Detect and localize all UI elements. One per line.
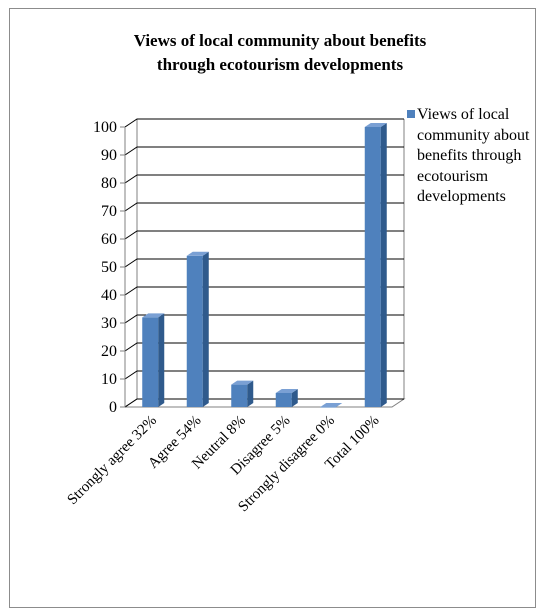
bar: [142, 313, 165, 407]
y-tick-label: 60: [101, 231, 117, 248]
y-tick-label: 90: [101, 147, 117, 164]
bar-top: [186, 251, 209, 256]
bar-front: [186, 255, 203, 407]
bar-top: [231, 380, 254, 385]
gridlines: [123, 118, 406, 408]
bars: [142, 123, 387, 408]
bar-front: [364, 127, 381, 407]
gridline: [124, 258, 404, 268]
y-tick-label: 100: [93, 119, 117, 136]
gridline: [124, 286, 404, 296]
y-tick-label: 50: [101, 259, 117, 276]
y-tick-label: 20: [101, 343, 117, 360]
bar-front: [275, 393, 292, 407]
gridline: [124, 314, 404, 324]
bar: [364, 123, 387, 407]
bar: [186, 251, 209, 407]
bar-front: [142, 317, 159, 407]
bar-front: [320, 407, 337, 408]
legend-swatch: [407, 110, 415, 118]
bar-side: [158, 313, 165, 407]
y-tick-label: 80: [101, 175, 117, 192]
y-tick-label: 10: [101, 371, 117, 388]
bar: [231, 380, 254, 407]
y-tick-label: 0: [109, 399, 117, 416]
bar-top: [364, 123, 387, 127]
gridline: [124, 202, 404, 212]
bar-side: [247, 380, 254, 407]
y-tick-label: 70: [101, 203, 117, 220]
bar-side: [202, 251, 209, 407]
chart-title-line-2: through ecotourism developments: [157, 55, 404, 74]
chart-title: Views of local community about benefits …: [134, 31, 427, 74]
bar-top: [275, 389, 298, 393]
gridline: [124, 342, 404, 352]
gridline: [124, 398, 404, 408]
gridline: [124, 118, 404, 128]
gridline: [124, 146, 404, 156]
bar: [275, 389, 298, 407]
bar-chart: Views of local community about benefits …: [65, 31, 427, 516]
y-tick-label: 40: [101, 287, 117, 304]
gridline: [124, 174, 404, 184]
legend: Views of local community about benefits …: [407, 105, 535, 208]
bar-side: [380, 123, 387, 407]
chart-frame: [9, 8, 536, 608]
gridline: [124, 370, 404, 380]
bar-top: [142, 313, 165, 318]
legend-label: Views of local community about benefits …: [417, 106, 530, 205]
chart-title-line-1: Views of local community about benefits: [134, 31, 427, 50]
floor: [123, 398, 406, 408]
bar-side: [291, 389, 298, 407]
bar-top: [320, 403, 343, 407]
gridline: [124, 230, 404, 240]
x-axis-labels: Strongly agree 32%Agree 54%Neutral 8%Dis…: [65, 413, 383, 516]
y-axis-ticks: 0 10 20 30 40 50 60 70 80 90 100: [93, 119, 126, 416]
y-tick-label: 30: [101, 315, 117, 332]
bar-front: [231, 384, 248, 407]
bar: [320, 403, 343, 408]
